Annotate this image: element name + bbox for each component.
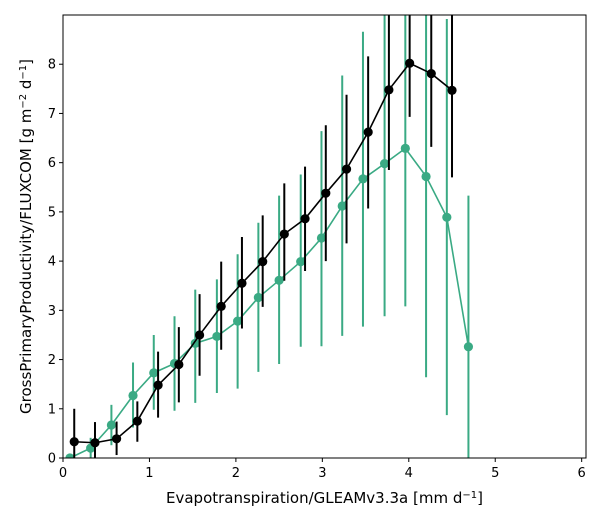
data-point (258, 257, 268, 267)
data-point (233, 316, 243, 326)
data-point (405, 58, 415, 68)
data-point (400, 143, 410, 153)
data-point (174, 359, 184, 370)
series-0 (69, 15, 457, 458)
data-point (216, 301, 226, 311)
data-point (90, 438, 100, 448)
y-tick-label: 7 (48, 107, 56, 122)
x-tick-label: 3 (318, 466, 326, 481)
axes-frame (62, 14, 587, 459)
data-point (212, 331, 222, 342)
data-point (426, 68, 436, 79)
data-point (69, 437, 79, 447)
data-point (253, 292, 263, 303)
data-point (149, 368, 159, 378)
y-tick-label: 1 (48, 402, 56, 417)
x-tick-label: 4 (405, 466, 413, 481)
x-tick-label: 6 (578, 466, 586, 481)
data-point (279, 229, 289, 239)
series-1 (65, 15, 474, 458)
y-axis: 0 1 2 3 4 5 6 7 8 (48, 58, 63, 467)
y-tick-label: 3 (48, 304, 56, 319)
data-point (316, 233, 327, 243)
data-point (337, 201, 347, 211)
data-point (341, 164, 352, 174)
y-tick-label: 6 (48, 156, 56, 171)
data-point (463, 342, 474, 352)
y-tick-label: 4 (48, 255, 56, 270)
plot-area (65, 15, 474, 458)
x-tick-label: 5 (491, 466, 499, 481)
x-tick-label: 0 (59, 466, 67, 481)
data-point (358, 174, 368, 184)
data-point (106, 420, 117, 430)
x-tick-label: 1 (145, 466, 153, 481)
data-point (65, 453, 75, 458)
y-tick-label: 2 (48, 353, 56, 368)
data-point (274, 275, 284, 285)
data-point (132, 416, 142, 426)
data-point (300, 214, 310, 224)
y-tick-label: 0 (48, 452, 56, 467)
data-point (296, 257, 306, 267)
data-point (384, 85, 394, 95)
data-point (128, 390, 138, 401)
data-point (194, 330, 205, 340)
x-axis-label: Evapotranspiration/GLEAMv3.3a [mm d−1] (166, 489, 483, 507)
data-point (442, 212, 452, 222)
y-axis-label: GrossPrimaryProductivity/FLUXCOM [g m−2 … (17, 59, 35, 414)
data-point (379, 159, 390, 169)
data-point (237, 278, 247, 288)
data-point (321, 188, 331, 198)
data-point (363, 127, 373, 137)
data-point (153, 380, 163, 390)
x-tick-label: 2 (232, 466, 240, 481)
y-tick-label: 8 (48, 58, 56, 73)
data-point (111, 434, 122, 444)
x-axis: 0 1 2 3 4 5 6 (59, 458, 586, 481)
data-point (447, 85, 457, 95)
data-point (421, 171, 431, 182)
y-tick-label: 5 (48, 205, 56, 220)
